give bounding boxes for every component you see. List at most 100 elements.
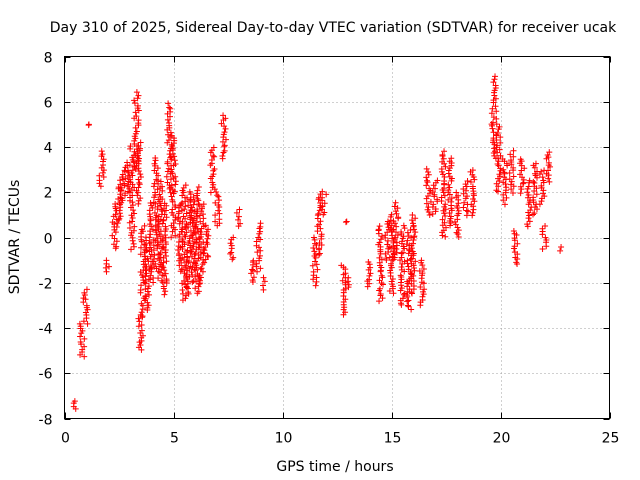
data-point <box>151 263 158 270</box>
data-point <box>186 257 193 264</box>
data-point <box>137 311 144 318</box>
data-point <box>182 182 189 189</box>
data-point <box>319 194 326 201</box>
data-point <box>343 218 350 225</box>
data-point <box>103 268 110 275</box>
data-point <box>77 333 84 340</box>
data-point <box>494 160 501 167</box>
data-point <box>313 242 320 249</box>
data-point <box>510 173 517 180</box>
data-point <box>378 233 385 240</box>
axis-ticks <box>64 56 611 420</box>
data-point <box>118 195 125 202</box>
data-point <box>310 268 317 275</box>
x-tick-label: 15 <box>384 431 402 447</box>
data-point <box>250 267 257 274</box>
data-point <box>110 241 117 248</box>
data-point <box>379 281 386 288</box>
data-point <box>403 292 410 299</box>
data-point <box>342 219 349 226</box>
data-point <box>412 258 419 265</box>
y-tick-label: -8 <box>39 413 53 429</box>
data-point <box>163 252 170 259</box>
data-point <box>423 200 430 207</box>
data-point <box>159 235 166 242</box>
y-tick-label: 6 <box>44 96 53 112</box>
data-point <box>495 158 502 165</box>
data-point <box>441 192 448 199</box>
data-point <box>157 178 164 185</box>
data-point <box>156 221 163 228</box>
data-point <box>424 179 431 186</box>
data-point <box>524 194 531 201</box>
data-point <box>167 129 174 136</box>
data-point <box>96 172 103 179</box>
data-point <box>545 159 552 166</box>
data-point <box>183 210 190 217</box>
data-point <box>257 247 264 254</box>
data-point <box>126 162 133 169</box>
data-point <box>421 286 428 293</box>
data-point <box>455 207 462 214</box>
data-point <box>186 188 193 195</box>
data-point <box>446 173 453 180</box>
data-point <box>137 251 144 258</box>
data-point <box>125 167 132 174</box>
data-point <box>530 194 537 201</box>
data-point <box>156 269 163 276</box>
data-point <box>99 151 106 158</box>
data-point <box>376 254 383 261</box>
data-point <box>383 255 390 262</box>
data-point <box>467 179 474 186</box>
data-point <box>103 257 110 264</box>
data-point <box>389 276 396 283</box>
data-point <box>532 204 539 211</box>
data-point <box>171 157 178 164</box>
data-point <box>418 257 425 264</box>
data-point <box>211 166 218 173</box>
data-point <box>411 233 418 240</box>
data-point <box>405 233 412 240</box>
data-point <box>319 203 326 210</box>
data-point <box>221 129 228 136</box>
data-point <box>187 197 194 204</box>
data-point <box>316 239 323 246</box>
data-point <box>311 248 318 255</box>
data-point <box>221 123 228 130</box>
data-point <box>147 262 154 269</box>
data-point <box>135 155 142 162</box>
data-point <box>434 177 441 184</box>
data-point <box>316 245 323 252</box>
data-point <box>434 196 441 203</box>
data-point <box>131 223 138 230</box>
data-point <box>134 102 141 109</box>
data-point <box>542 234 549 241</box>
data-point <box>200 201 207 208</box>
data-point <box>134 192 141 199</box>
data-point <box>116 215 123 222</box>
data-point <box>423 165 430 172</box>
data-point <box>142 242 149 249</box>
data-point <box>210 144 217 151</box>
data-point <box>172 232 179 239</box>
data-point <box>539 225 546 232</box>
data-point <box>489 119 496 126</box>
data-point <box>178 201 185 208</box>
data-point <box>185 202 192 209</box>
data-point <box>408 245 415 252</box>
data-point <box>156 191 163 198</box>
data-point <box>142 273 149 280</box>
data-point <box>235 216 242 223</box>
y-tick-label: -6 <box>39 367 53 383</box>
data-point <box>172 161 179 168</box>
data-point <box>175 214 182 221</box>
data-point <box>133 187 140 194</box>
data-point <box>189 220 196 227</box>
data-point <box>129 215 136 222</box>
data-point <box>342 296 349 303</box>
data-point <box>404 237 411 244</box>
data-point <box>180 213 187 220</box>
data-point <box>397 279 404 286</box>
data-point <box>409 220 416 227</box>
data-point <box>469 167 476 174</box>
